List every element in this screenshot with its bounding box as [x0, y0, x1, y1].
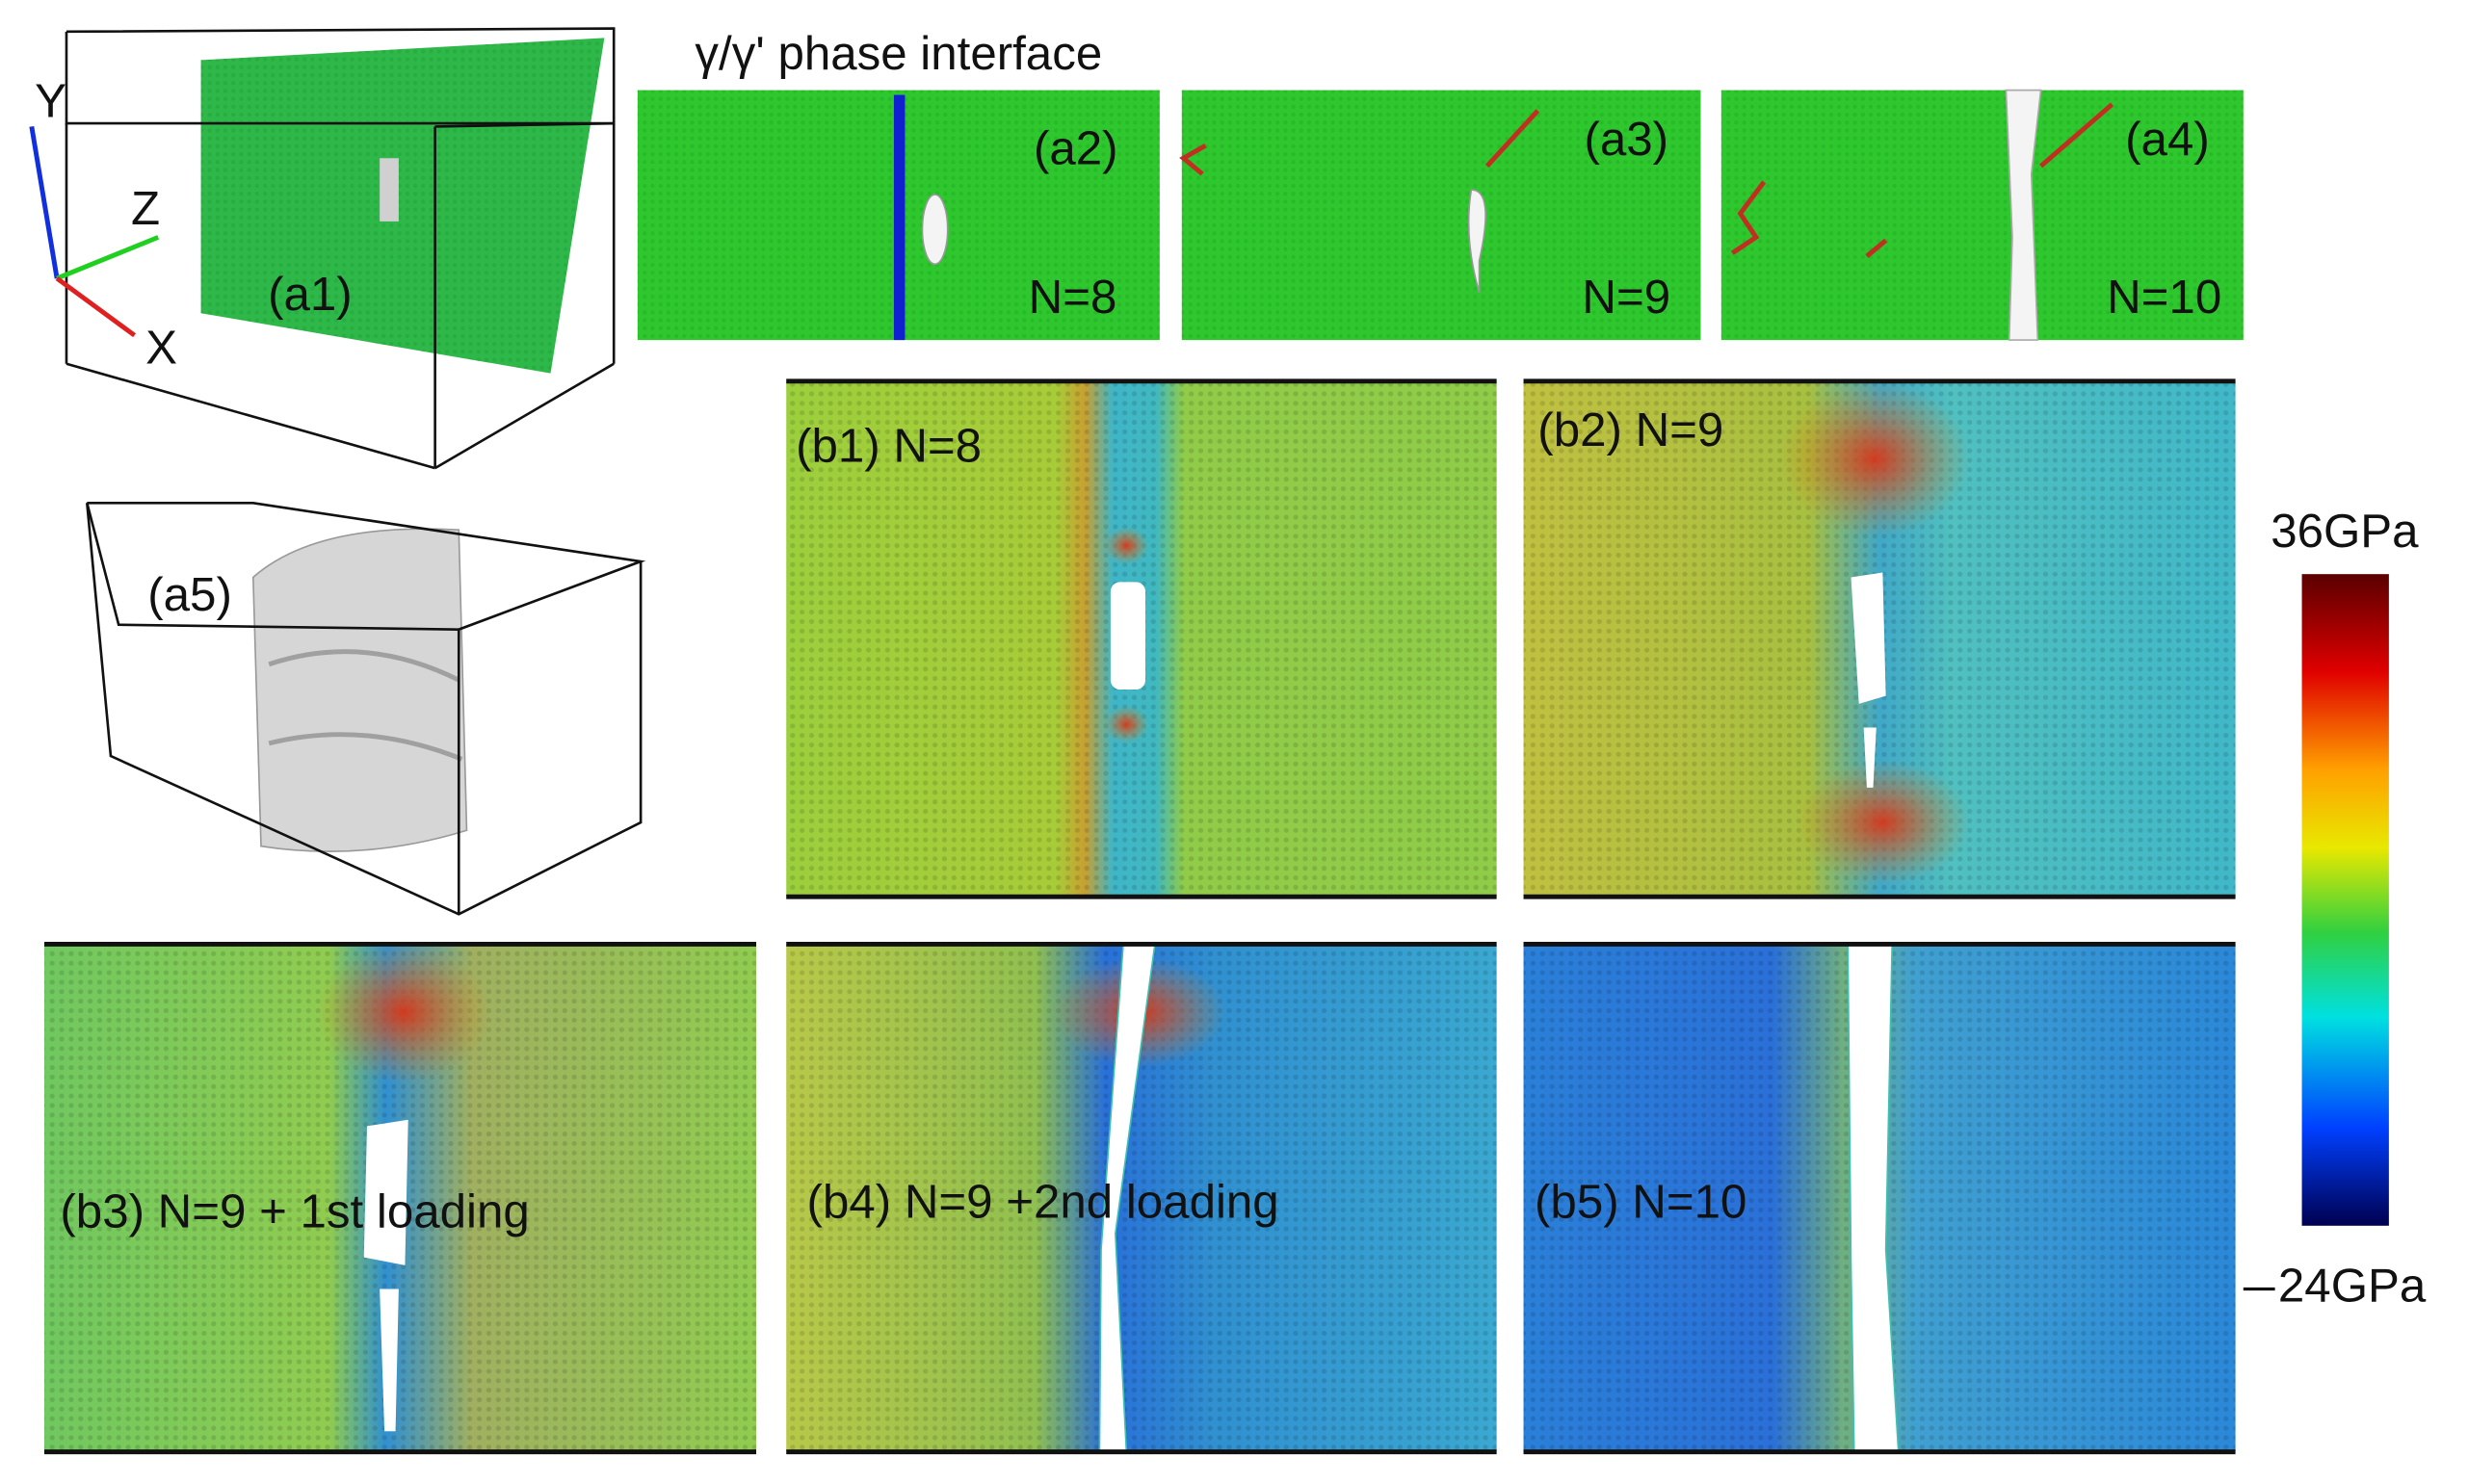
panel-label: (b4) N=9 +2nd loading: [807, 1175, 1279, 1228]
axis-label: X: [145, 322, 177, 375]
box-edge: [86, 501, 646, 631]
atoms: [1720, 90, 2244, 341]
hot-spot: [1104, 705, 1149, 743]
box-edge: [433, 362, 615, 470]
cycle-label: N=9: [1582, 271, 1670, 324]
void: [1110, 582, 1146, 690]
surface-ridge: [268, 649, 463, 762]
panel-label: (b1) N=8: [796, 419, 982, 472]
cycle-label: N=10: [2107, 271, 2221, 324]
panel-a3: (a3) N=9: [1179, 90, 1701, 341]
colorbar: 36GPa 24GPa: [2243, 505, 2427, 1313]
box-edge: [66, 362, 435, 470]
panel-a1: Y Z X (a1): [29, 27, 616, 470]
void: [380, 1289, 399, 1432]
panel-a5: (a5): [86, 501, 646, 916]
void: [1863, 727, 1877, 788]
colorbar-max: 36GPa: [2271, 505, 2419, 558]
dislocation: [2038, 102, 2114, 169]
axis-label: Z: [131, 182, 160, 235]
hot-spot: [316, 941, 491, 1083]
panel-b3: (b3) N=9 + 1st loading: [43, 941, 757, 1455]
cycle-label: N=8: [1029, 271, 1117, 324]
dislocation: [1484, 109, 1540, 169]
panel-label: (a5): [147, 568, 232, 621]
panel-label: (a1): [268, 268, 353, 321]
void: [921, 194, 949, 266]
panel-a2: (a2) N=8: [637, 90, 1160, 341]
dislocation: [1179, 143, 1207, 176]
colorbar-min: 24GPa: [2278, 1260, 2427, 1313]
panel-label: (b5) N=10: [1535, 1175, 1746, 1228]
panel-label: (a3): [1584, 113, 1668, 166]
panel-b2: (b2) N=9: [1523, 378, 2236, 899]
panel-a4: (a4) N=10: [1720, 89, 2244, 341]
axis-label: Y: [35, 74, 66, 127]
axis-z: [56, 235, 160, 281]
panel-label: (b2) N=9: [1537, 404, 1723, 456]
interface-label: γ/γ' phase interface: [695, 27, 1102, 80]
atoms: [1181, 90, 1701, 341]
panel-b4: (b4) N=9 +2nd loading: [786, 942, 1497, 1455]
colorbar-scale: [2301, 574, 2389, 1226]
dislocation: [1865, 238, 1888, 258]
crack: [2005, 89, 2042, 341]
axis-x: [55, 276, 137, 338]
hot-spot: [1796, 759, 1970, 886]
void: [380, 158, 399, 221]
axis-y: [29, 125, 60, 279]
hot-spot: [1104, 526, 1149, 565]
panel-b1: (b1) N=8: [786, 378, 1497, 899]
void: [363, 1119, 408, 1265]
box-edge: [434, 121, 615, 128]
phase-interface: [893, 94, 906, 341]
hot-spot: [1779, 379, 1970, 538]
panel-label: (a4): [2125, 113, 2210, 166]
panel-b5: (b5) N=10: [1523, 942, 2236, 1455]
void: [1467, 189, 1486, 294]
crack-surface: [251, 528, 468, 852]
panel-label: (a2): [1034, 122, 1118, 175]
panel-label: (b3) N=9 + 1st loading: [60, 1185, 529, 1237]
dislocation: [1730, 180, 1767, 255]
atoms: [200, 38, 605, 374]
void: [1851, 572, 1886, 704]
